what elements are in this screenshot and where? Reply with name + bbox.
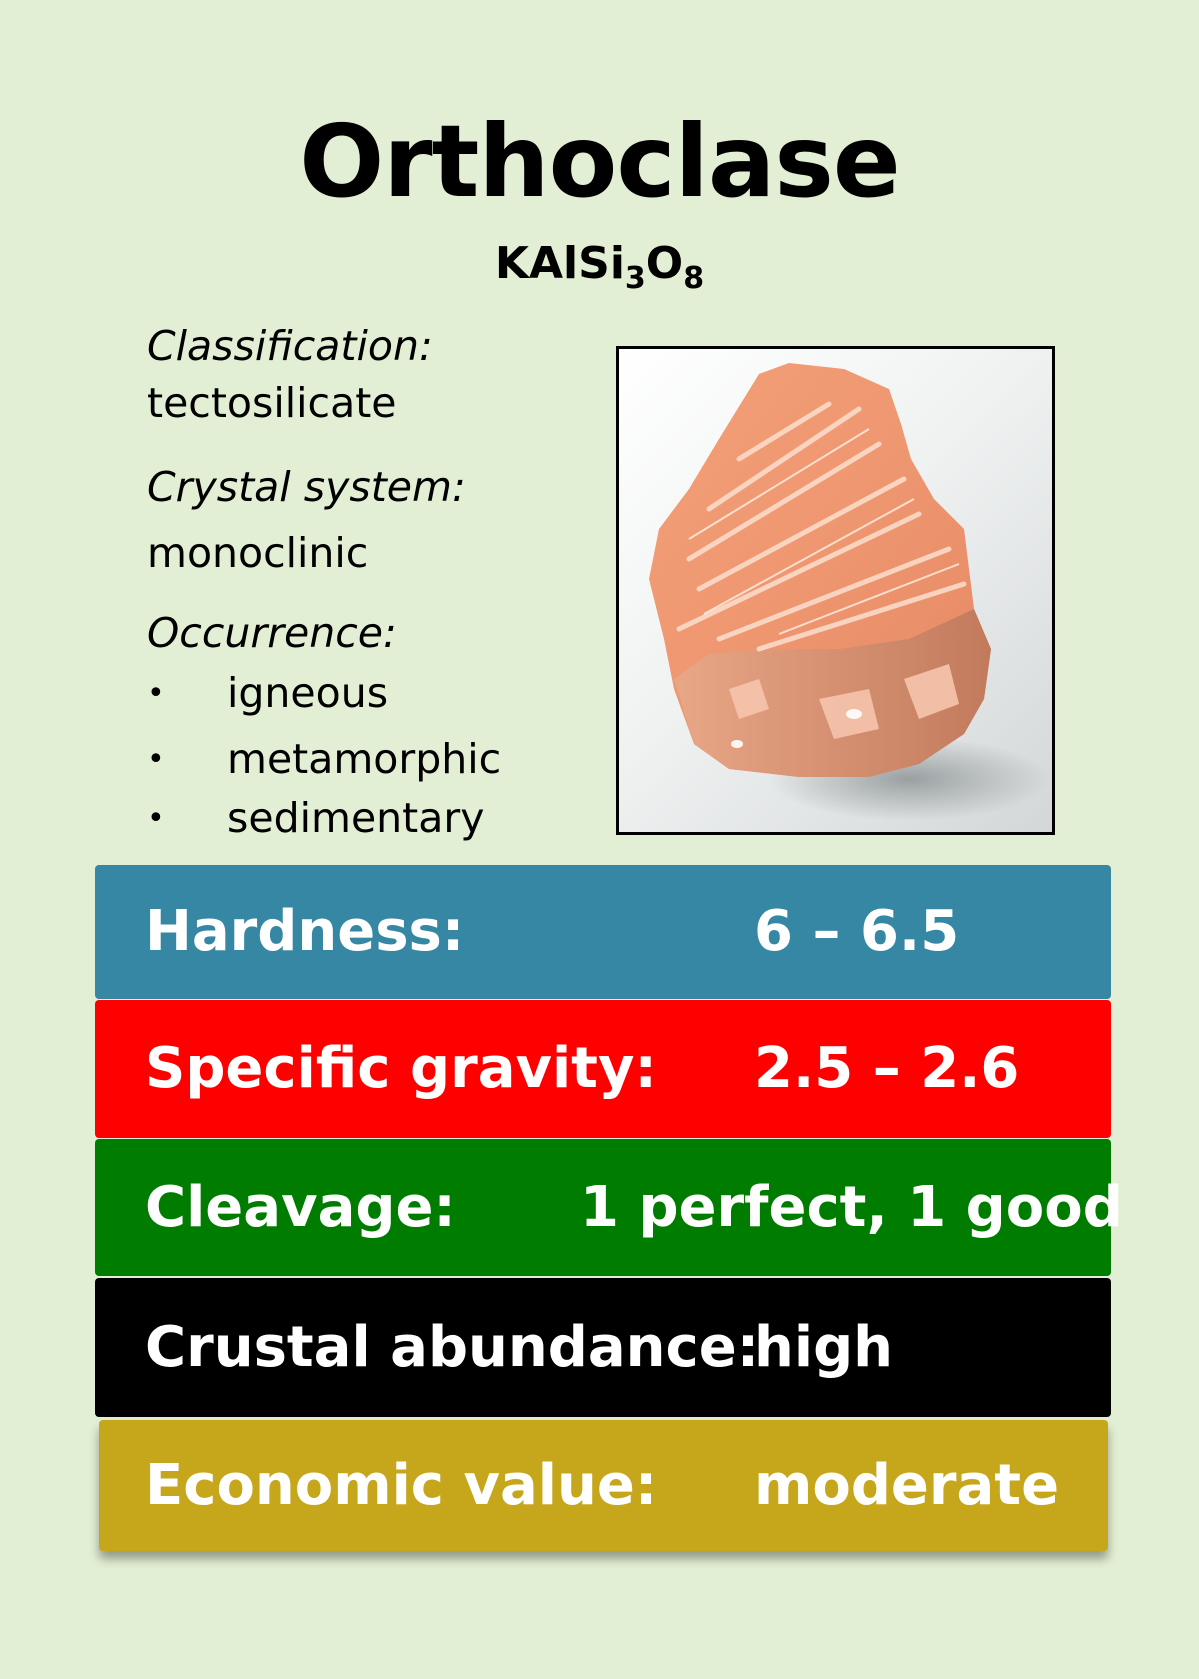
- hardness-label: Hardness:: [145, 899, 465, 964]
- hardness-value: 6 – 6.5: [754, 899, 960, 964]
- specific-gravity-label: Specific gravity:: [145, 1036, 657, 1101]
- economic-value-label: Economic value:: [145, 1453, 658, 1518]
- classification-label: Classification:: [147, 322, 433, 370]
- occurrence-label: Occurrence:: [147, 609, 397, 657]
- crystal-system-value: monoclinic: [147, 529, 369, 577]
- occurrence-item: • metamorphic: [147, 735, 502, 783]
- formula-subscript: 3: [624, 261, 646, 296]
- property-bar-specific-gravity: Specific gravity: 2.5 – 2.6: [95, 1000, 1111, 1138]
- property-bar-crustal-abundance: Crustal abundance: high: [95, 1278, 1111, 1417]
- property-bar-hardness: Hardness: 6 – 6.5: [95, 865, 1111, 999]
- bullet-icon: •: [147, 742, 165, 777]
- economic-value-value: moderate: [754, 1453, 1060, 1518]
- cleavage-value: 1 perfect, 1 good: [580, 1175, 1123, 1240]
- bullet-icon: •: [147, 676, 165, 711]
- crystal-system-label: Crystal system:: [147, 463, 466, 511]
- chemical-formula: KAlSi3O8: [0, 242, 1199, 294]
- crustal-abundance-label: Crustal abundance:: [145, 1315, 760, 1380]
- orthoclase-specimen-icon: [649, 363, 1049, 821]
- formula-part: KAlSi: [494, 238, 625, 289]
- cleavage-label: Cleavage:: [145, 1175, 456, 1240]
- property-bar-economic-value: Economic value: moderate: [99, 1420, 1108, 1551]
- bullet-icon: •: [147, 801, 165, 836]
- crustal-abundance-value: high: [754, 1315, 894, 1380]
- occurrence-item: • igneous: [147, 669, 389, 717]
- occurrence-item: • sedimentary: [147, 794, 485, 842]
- mineral-photo: [616, 346, 1055, 835]
- formula-subscript: 8: [683, 261, 705, 296]
- mineral-title: Orthoclase: [299, 103, 900, 220]
- formula-part: O: [645, 238, 684, 289]
- specific-gravity-value: 2.5 – 2.6: [754, 1036, 1020, 1101]
- property-bar-cleavage: Cleavage: 1 perfect, 1 good: [95, 1139, 1123, 1276]
- classification-value: tectosilicate: [147, 379, 397, 427]
